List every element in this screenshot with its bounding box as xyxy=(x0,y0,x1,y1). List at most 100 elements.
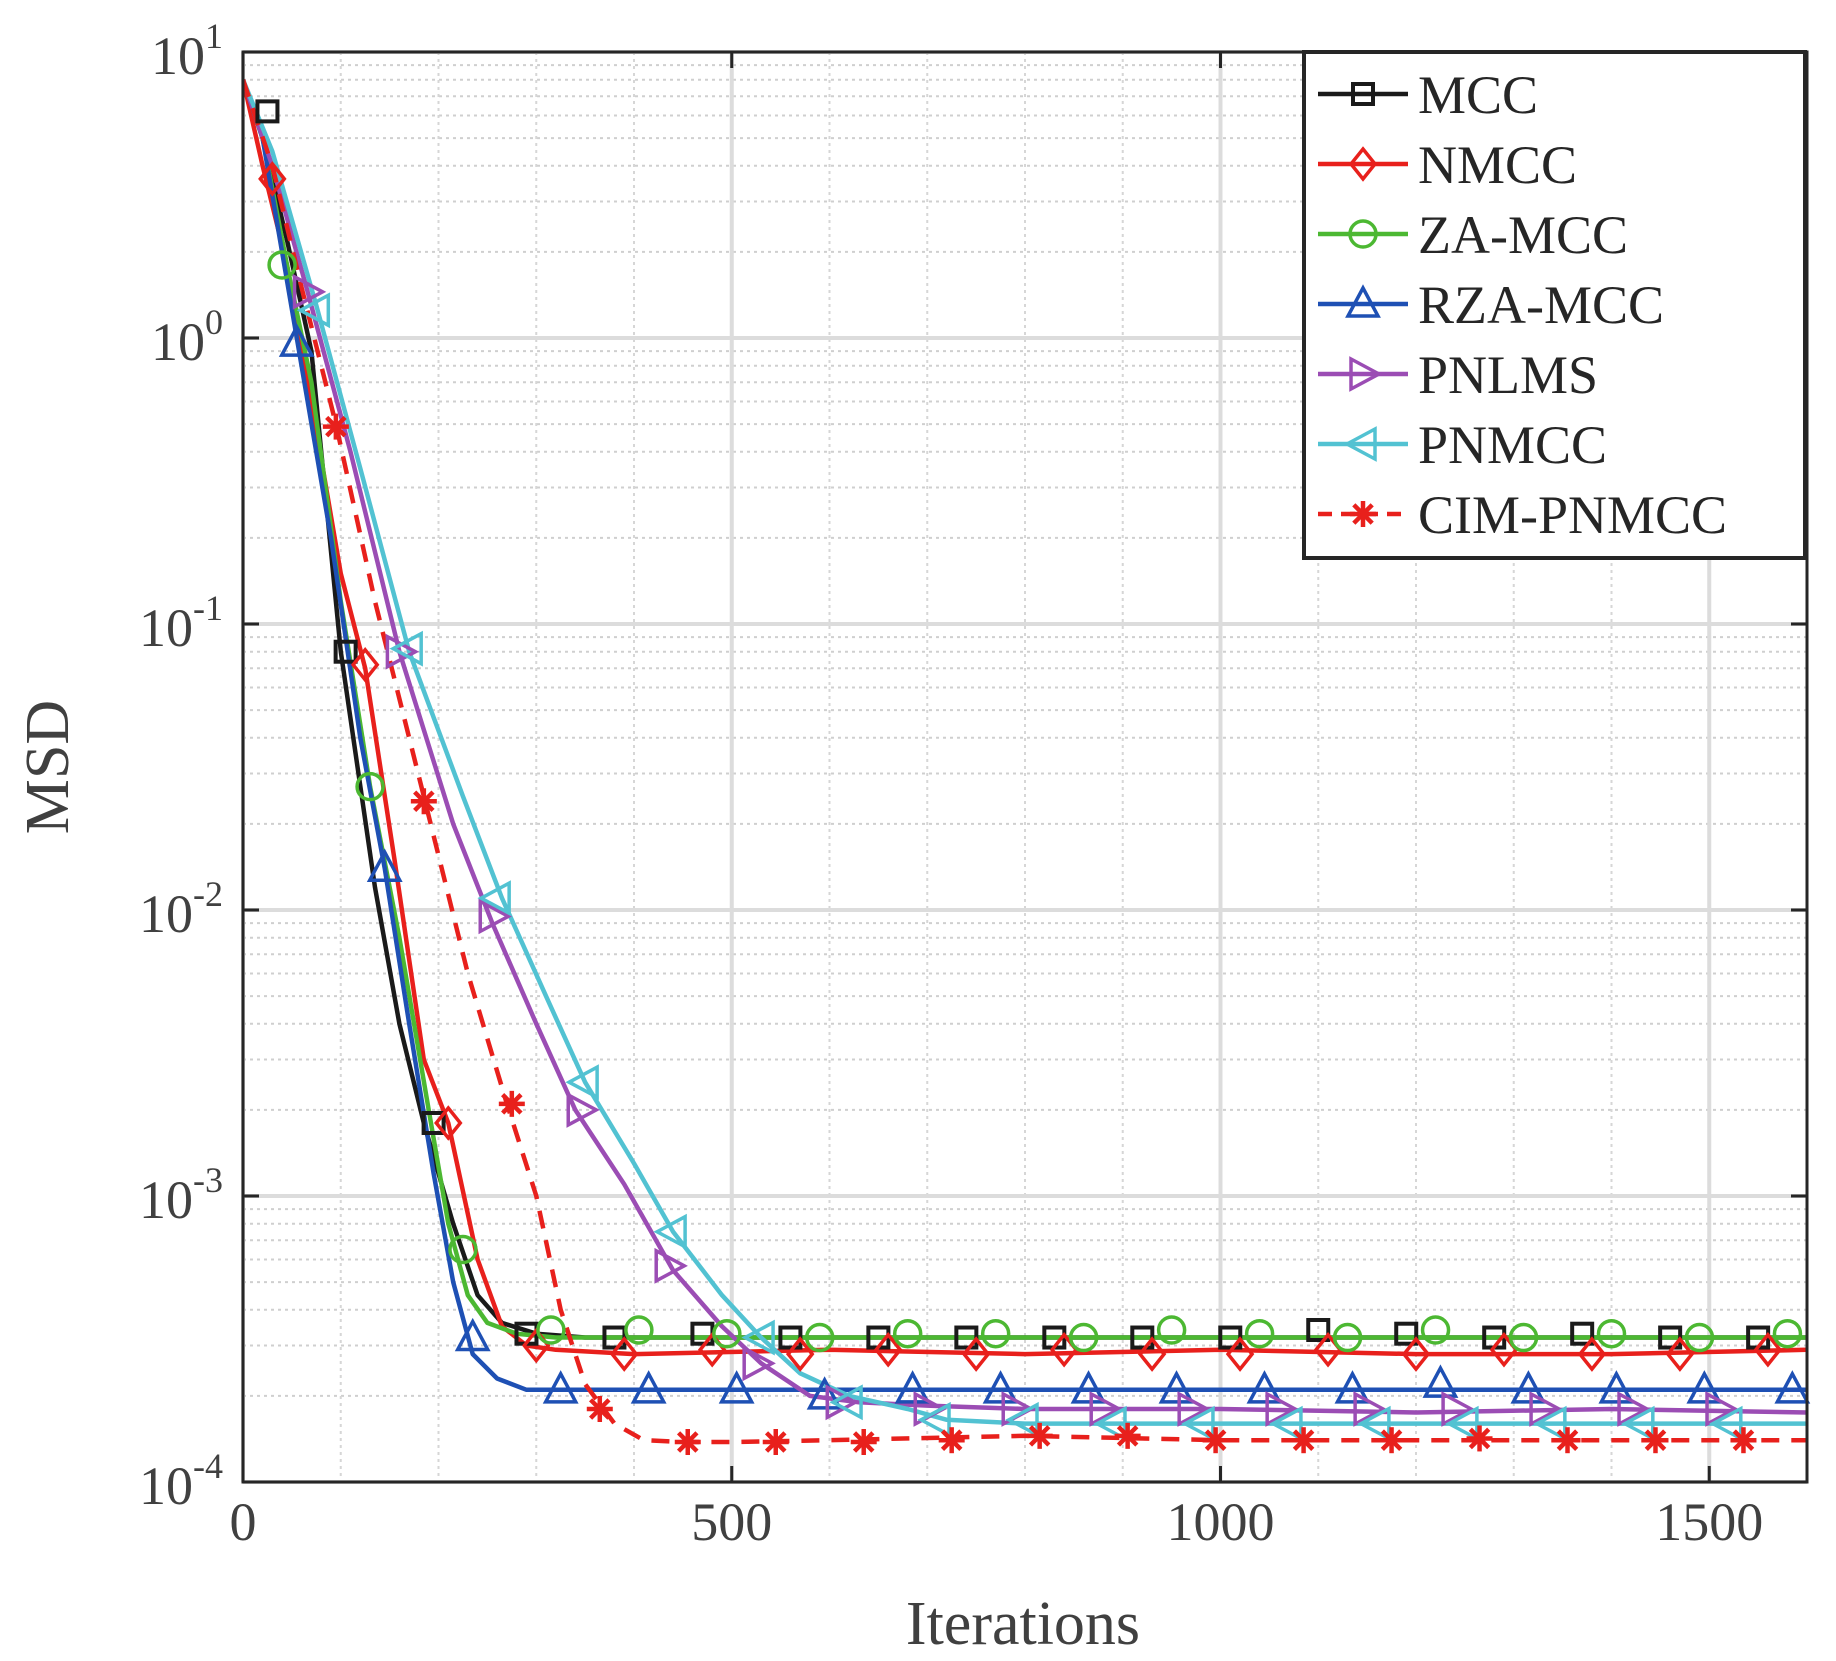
y-axis-label: MSD xyxy=(14,700,82,834)
y-tick-label: 101 xyxy=(151,16,223,86)
series-marker-za-mcc xyxy=(980,1318,1011,1349)
series-marker-nmcc xyxy=(1577,1336,1607,1372)
series-marker-pnmcc xyxy=(741,1319,775,1356)
series-marker-pnmcc xyxy=(1533,1405,1567,1442)
series-marker-nmcc xyxy=(609,1336,639,1372)
series-marker-cim-pnmcc xyxy=(1290,1427,1317,1454)
legend-marker xyxy=(1345,284,1381,318)
series-marker-nmcc xyxy=(350,647,380,683)
legend-marker xyxy=(1351,82,1375,106)
series-marker-pnlms xyxy=(292,273,327,310)
series-marker-rza-mcc xyxy=(1686,1370,1723,1404)
x-tick-labels: 0 500 1000 1500 xyxy=(230,1492,1764,1552)
series-marker-pnmcc xyxy=(1709,1405,1743,1442)
series-line-pnmcc xyxy=(243,78,1807,1426)
series-marker-cim-pnmcc xyxy=(410,788,437,815)
series-marker-pnmcc xyxy=(389,630,423,667)
legend-marker xyxy=(1350,501,1376,527)
y-tick-label: 10-1 xyxy=(139,588,223,658)
series-marker-cim-pnmcc xyxy=(1202,1427,1229,1454)
series-marker-pnmcc xyxy=(917,1401,951,1438)
series-marker-rza-mcc xyxy=(894,1370,931,1404)
series-marker-za-mcc xyxy=(1156,1315,1187,1345)
legend-label: PNLMS xyxy=(1418,345,1598,405)
series-line-rza-mcc xyxy=(243,78,1807,1393)
series-marker-za-mcc xyxy=(536,1315,566,1345)
legend-marker xyxy=(1348,146,1378,182)
series-marker-mcc xyxy=(1570,1321,1595,1346)
legend-label: MCC xyxy=(1418,65,1538,125)
series-marker-nmcc xyxy=(1665,1336,1695,1372)
series-marker-za-mcc xyxy=(712,1318,742,1349)
series-marker-za-mcc xyxy=(892,1318,923,1349)
series-marker-rza-mcc xyxy=(278,323,315,357)
series-marker-mcc xyxy=(421,1110,446,1135)
series-marker-pnmcc xyxy=(829,1384,863,1421)
legend-label: RZA-MCC xyxy=(1418,275,1664,335)
series-marker-pnmcc xyxy=(1445,1405,1479,1442)
series-marker-za-mcc xyxy=(1772,1318,1803,1349)
y-tick-labels: 101 100 10-1 10-2 10-3 10-4 xyxy=(139,16,223,1516)
series-marker-nmcc xyxy=(785,1336,815,1372)
series-marker-rza-mcc xyxy=(366,848,403,882)
series-marker-cim-pnmcc xyxy=(1466,1425,1493,1452)
series-marker-za-mcc xyxy=(1420,1315,1451,1345)
series-marker-pnlms xyxy=(654,1247,688,1284)
series-marker-rza-mcc xyxy=(1070,1370,1107,1404)
series-marker-nmcc xyxy=(1225,1336,1255,1372)
legend-label: PNMCC xyxy=(1418,415,1607,475)
series-marker-pnmcc xyxy=(1357,1405,1391,1442)
series-marker-rza-mcc xyxy=(454,1317,491,1352)
y-tick-label: 10-4 xyxy=(139,1446,223,1516)
series-marker-pnlms xyxy=(825,1384,859,1421)
series-marker-za-mcc xyxy=(1244,1318,1275,1349)
series-marker-rza-mcc xyxy=(1246,1370,1283,1404)
series-marker-rza-mcc xyxy=(1774,1370,1811,1404)
series-marker-cim-pnmcc xyxy=(498,1090,525,1117)
series-marker-rza-mcc xyxy=(1510,1370,1547,1404)
series-marker-rza-mcc xyxy=(1334,1370,1371,1404)
series-marker-pnlms xyxy=(478,898,512,935)
series-marker-cim-pnmcc xyxy=(1026,1422,1053,1449)
series-marker-nmcc xyxy=(1753,1331,1783,1368)
series-marker-pnmcc xyxy=(1093,1405,1127,1442)
y-tick-label: 10-2 xyxy=(139,874,223,944)
legend-marker xyxy=(1349,356,1383,392)
series-marker-mcc xyxy=(1306,1317,1331,1342)
series-marker-cim-pnmcc xyxy=(938,1427,965,1454)
series-marker-mcc xyxy=(333,639,358,664)
series-marker-pnmcc xyxy=(1621,1405,1655,1442)
legend-marker xyxy=(1348,219,1378,249)
series-marker-za-mcc xyxy=(355,771,385,802)
series-marker-pnlms xyxy=(1617,1391,1651,1427)
series-marker-za-mcc xyxy=(1332,1322,1363,1353)
series-marker-rza-mcc xyxy=(806,1376,843,1410)
series-marker-pnlms xyxy=(742,1345,776,1382)
x-tick-label: 500 xyxy=(691,1492,772,1552)
series-marker-rza-mcc xyxy=(1422,1364,1459,1398)
series-marker-cim-pnmcc xyxy=(1642,1427,1669,1454)
series-marker-za-mcc xyxy=(1596,1318,1627,1349)
y-tick-label: 10-3 xyxy=(139,1160,223,1230)
series-marker-cim-pnmcc xyxy=(1730,1427,1757,1454)
series-marker-pnlms xyxy=(1265,1391,1299,1427)
series-marker-cim-pnmcc xyxy=(322,413,349,440)
series-marker-za-mcc xyxy=(1068,1322,1099,1353)
series-marker-za-mcc xyxy=(1684,1322,1715,1353)
series-marker-rza-mcc xyxy=(630,1370,667,1404)
legend-label: ZA-MCC xyxy=(1418,205,1628,265)
series-marker-cim-pnmcc xyxy=(1378,1427,1405,1454)
series-marker-rza-mcc xyxy=(982,1370,1019,1404)
series-marker-rza-mcc xyxy=(1158,1370,1195,1404)
series-marker-nmcc xyxy=(961,1336,991,1372)
series-marker-pnmcc xyxy=(565,1064,599,1101)
series-marker-pnmcc xyxy=(1269,1405,1303,1442)
legend: MCC NMCC ZA-MCC RZA-MCC PNLMS PNMCC CIM-PNMCC xyxy=(1302,50,1807,560)
series-marker-nmcc xyxy=(1137,1336,1167,1372)
series-marker-pnmcc xyxy=(1181,1405,1215,1442)
x-axis-label: Iterations xyxy=(906,1590,1140,1658)
series-marker-za-mcc xyxy=(448,1234,478,1265)
series-marker-pnlms xyxy=(1705,1391,1739,1427)
series-marker-pnlms xyxy=(1177,1391,1211,1427)
series-marker-pnlms xyxy=(1353,1391,1387,1427)
